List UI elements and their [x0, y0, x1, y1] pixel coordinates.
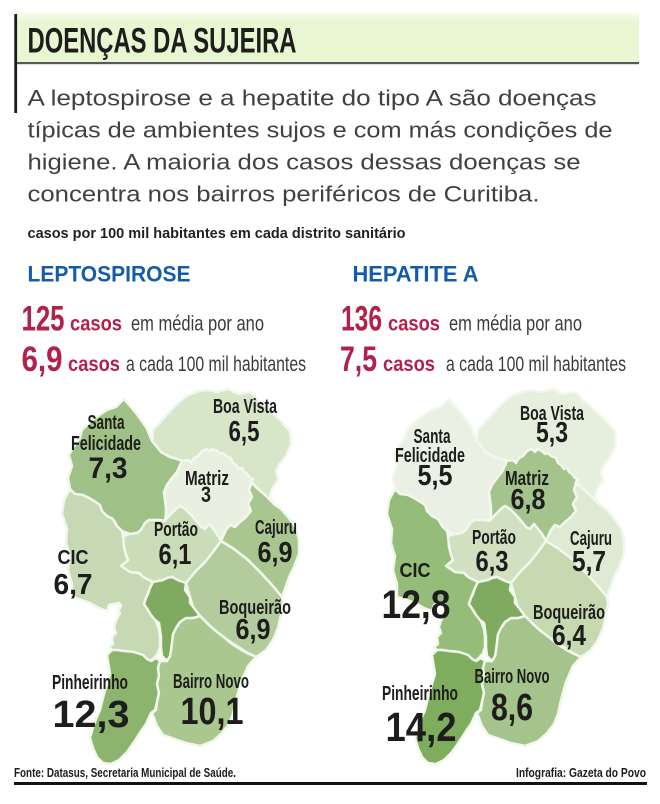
- svg-text:em média por ano: em média por ano: [449, 313, 582, 336]
- svg-text:Cajuru: Cajuru: [570, 528, 612, 550]
- svg-text:7,3: 7,3: [89, 452, 128, 485]
- svg-text:5,3: 5,3: [536, 417, 568, 449]
- svg-text:Fonte: Datasus, Secretaria Mun: Fonte: Datasus, Secretaria Municipal de …: [14, 765, 236, 780]
- svg-text:em média por ano: em média por ano: [131, 313, 264, 336]
- svg-text:A leptospirose e a hepatite do: A leptospirose e a hepatite do tipo A sã…: [28, 86, 597, 111]
- svg-text:típicas de ambientes sujos e c: típicas de ambientes sujos e com más con…: [28, 118, 613, 143]
- svg-text:5,5: 5,5: [418, 460, 453, 492]
- svg-text:6,8: 6,8: [511, 484, 546, 516]
- svg-text:Pinheirinho: Pinheirinho: [52, 672, 128, 694]
- svg-text:Felicidade: Felicidade: [395, 445, 465, 467]
- svg-text:5,7: 5,7: [572, 546, 606, 578]
- svg-text:7,5: 7,5: [340, 340, 377, 379]
- svg-text:6,5: 6,5: [229, 416, 260, 448]
- svg-text:6,9: 6,9: [22, 340, 63, 379]
- svg-text:Boa Vista: Boa Vista: [520, 403, 585, 425]
- svg-text:136: 136: [341, 300, 382, 339]
- svg-text:LEPTOSPIROSE: LEPTOSPIROSE: [28, 262, 191, 287]
- svg-text:8,6: 8,6: [491, 687, 533, 729]
- svg-text:concentra nos bairros periféri: concentra nos bairros periféricos de Cur…: [28, 182, 540, 207]
- svg-text:HEPATITE A: HEPATITE A: [353, 262, 479, 287]
- svg-text:Matriz: Matriz: [185, 468, 229, 490]
- svg-text:a cada 100 mil habitantes: a cada 100 mil habitantes: [126, 353, 306, 376]
- svg-text:casos: casos: [68, 353, 120, 376]
- svg-text:casos por 100 mil habitantes e: casos por 100 mil habitantes em cada dis…: [28, 226, 406, 242]
- svg-text:14,2: 14,2: [386, 704, 457, 750]
- svg-text:Boa Vista: Boa Vista: [213, 396, 278, 418]
- svg-text:12,3: 12,3: [53, 694, 130, 736]
- svg-text:casos: casos: [70, 313, 122, 336]
- svg-text:Cajuru: Cajuru: [255, 517, 297, 539]
- svg-text:6,1: 6,1: [159, 539, 192, 571]
- svg-text:Infografia: Gazeta do Povo: Infografia: Gazeta do Povo: [516, 765, 646, 780]
- svg-text:Boqueirão: Boqueirão: [219, 597, 291, 619]
- svg-text:CIC: CIC: [400, 560, 431, 582]
- svg-text:125: 125: [22, 300, 65, 339]
- svg-text:casos: casos: [383, 353, 435, 376]
- svg-text:higiene. A maioria dos casos d: higiene. A maioria dos casos dessas doen…: [28, 150, 581, 175]
- svg-text:Santa: Santa: [88, 412, 126, 434]
- svg-text:Matriz: Matriz: [505, 468, 549, 490]
- svg-text:a cada 100 mil habitantes: a cada 100 mil habitantes: [446, 353, 626, 376]
- svg-text:Bairro Novo: Bairro Novo: [173, 671, 249, 693]
- svg-text:6,3: 6,3: [476, 546, 509, 578]
- svg-text:6,4: 6,4: [552, 620, 586, 652]
- svg-text:DOENÇAS DA SUJEIRA: DOENÇAS DA SUJEIRA: [28, 21, 297, 61]
- svg-text:Felicidade: Felicidade: [71, 433, 141, 455]
- svg-text:Santa: Santa: [414, 426, 452, 448]
- svg-text:Boqueirão: Boqueirão: [533, 602, 605, 624]
- svg-text:3: 3: [201, 482, 211, 507]
- svg-text:casos: casos: [388, 313, 440, 336]
- svg-text:6,9: 6,9: [236, 614, 271, 646]
- svg-text:6,9: 6,9: [258, 537, 293, 569]
- svg-text:Portão: Portão: [154, 519, 198, 541]
- svg-text:10,1: 10,1: [181, 691, 244, 733]
- svg-text:Portão: Portão: [472, 527, 516, 549]
- svg-text:Pinheirinho: Pinheirinho: [382, 683, 458, 705]
- svg-text:CIC: CIC: [58, 547, 89, 569]
- svg-text:12,8: 12,8: [382, 583, 451, 627]
- svg-text:Bairro Novo: Bairro Novo: [475, 666, 550, 688]
- svg-text:6,7: 6,7: [54, 569, 93, 601]
